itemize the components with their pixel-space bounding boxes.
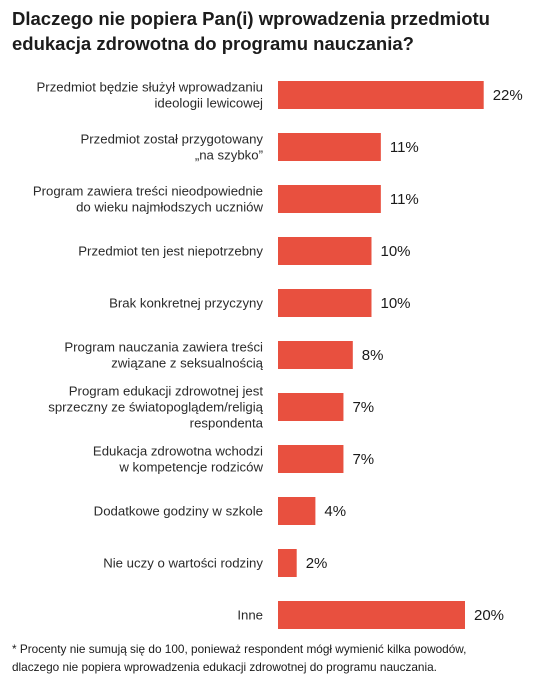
- category-label-5-line-1: Brak konkretnej przyczyny: [109, 296, 263, 311]
- bar-1: [278, 81, 484, 109]
- category-label-11-line-1: Inne: [237, 608, 263, 623]
- category-label-1-line-2: ideologii lewicowej: [155, 96, 264, 111]
- category-label-10-line-1: Nie uczy o wartości rodziny: [103, 556, 263, 571]
- category-label-8-line-2: w kompetencje rodziców: [118, 460, 263, 475]
- value-label-11: 20%: [474, 607, 504, 624]
- category-label-6-line-2: związane z seksualnością: [111, 356, 263, 371]
- bar-chart: 22% Przedmiot będzie służył wprowadzaniui…: [33, 80, 523, 629]
- category-label-4-line-1: Przedmiot ten jest niepotrzebny: [78, 244, 263, 259]
- bar-7: [278, 393, 344, 421]
- footnote: * Procenty nie sumują się do 100, poniew…: [12, 640, 527, 676]
- category-label-8-line-1: Edukacja zdrowotna wchodzi: [93, 444, 263, 459]
- category-label-3-line-2: do wieku najmłodszych uczniów: [76, 200, 263, 215]
- value-label-5: 10%: [381, 295, 411, 312]
- chart-title-line-2: edukacja zdrowotna do programu nauczania…: [12, 33, 414, 54]
- category-label-7-line-2: sprzeczny ze światopoglądem/religią: [48, 400, 263, 415]
- bar-4: [278, 237, 372, 265]
- footnote-line-2: dlaczego nie popiera wprowadzenia edukac…: [12, 660, 437, 674]
- bar-11: [278, 601, 465, 629]
- value-label-4: 10%: [381, 243, 411, 260]
- value-label-2: 11%: [390, 139, 419, 156]
- category-label-9-line-1: Dodatkowe godziny w szkole: [94, 504, 263, 519]
- value-label-9: 4%: [324, 503, 346, 520]
- bar-5: [278, 289, 372, 317]
- bar-9: [278, 497, 316, 525]
- bar-10: [278, 549, 297, 577]
- footnote-line-1: * Procenty nie sumują się do 100, poniew…: [12, 642, 467, 656]
- value-label-3: 11%: [390, 191, 419, 208]
- value-label-8: 7%: [352, 451, 374, 468]
- category-label-3-line-1: Program zawiera treści nieodpowiednie: [33, 184, 263, 199]
- bar-6: [278, 341, 353, 369]
- category-label-7-line-1: Program edukacji zdrowotnej jest: [69, 384, 264, 399]
- value-label-7: 7%: [352, 399, 374, 416]
- category-label-2-line-2: „na szybko”: [195, 148, 263, 163]
- bar-2: [278, 133, 381, 161]
- bar-8: [278, 445, 344, 473]
- value-label-6: 8%: [362, 347, 384, 364]
- category-label-7-line-3: respondenta: [190, 416, 264, 431]
- category-label-6-line-1: Program nauczania zawiera treści: [64, 340, 263, 355]
- value-label-10: 2%: [306, 555, 328, 572]
- category-label-2-line-1: Przedmiot został przygotowany: [80, 132, 263, 147]
- chart-title: Dlaczego nie popiera Pan(i) wprowadzenia…: [12, 6, 522, 56]
- bar-3: [278, 185, 381, 213]
- category-label-1-line-1: Przedmiot będzie służył wprowadzaniu: [37, 80, 264, 95]
- value-label-1: 22%: [493, 87, 523, 104]
- chart-title-line-1: Dlaczego nie popiera Pan(i) wprowadzenia…: [12, 8, 490, 29]
